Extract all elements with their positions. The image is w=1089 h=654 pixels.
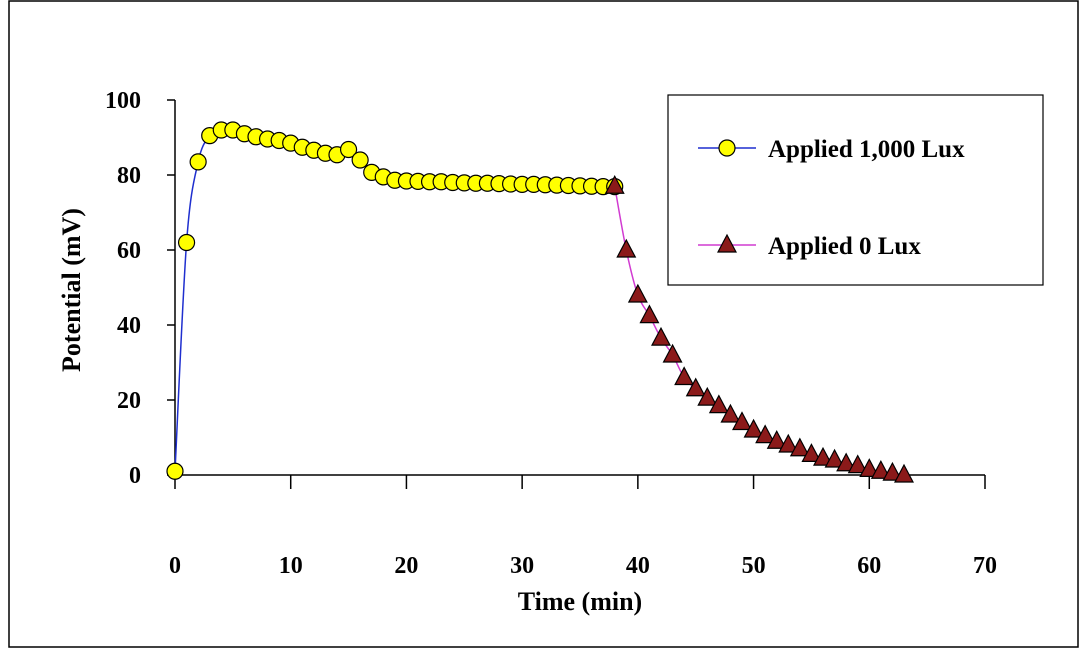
x-axis-title: Time (min) (518, 587, 642, 616)
y-tick-label: 80 (117, 163, 141, 189)
data-point-circle (166, 462, 184, 480)
data-point-triangle (627, 283, 648, 303)
y-tick-label: 60 (117, 238, 141, 264)
x-tick-label: 40 (626, 553, 650, 579)
legend-box (667, 94, 1044, 286)
legend-marker-triangle (717, 233, 737, 253)
x-tick-label: 70 (973, 553, 997, 579)
series-markers (166, 121, 914, 483)
data-point-triangle (824, 448, 845, 468)
data-point-triangle (743, 418, 764, 438)
data-point-triangle (847, 454, 868, 474)
y-tick-label: 40 (117, 313, 141, 339)
y-tick-label: 0 (129, 463, 141, 489)
data-point-circle (351, 151, 369, 169)
data-point-triangle (870, 459, 891, 479)
axes: 0 20 40 60 80 100 0 10 20 30 40 50 60 70 (105, 88, 997, 579)
data-point-triangle (766, 429, 787, 449)
data-point-triangle (778, 433, 799, 453)
data-point-triangle (801, 443, 822, 462)
data-point-triangle (697, 386, 718, 406)
data-point-triangle (882, 461, 903, 481)
y-tick-label: 20 (117, 388, 141, 414)
x-tick-label: 60 (857, 553, 881, 579)
data-point-triangle (685, 377, 706, 397)
legend-marker-circle (718, 139, 736, 157)
data-point-triangle (604, 174, 625, 194)
x-tick-label: 0 (169, 553, 181, 579)
data-point-triangle (639, 304, 660, 324)
data-point-triangle (720, 403, 741, 423)
data-point-triangle (755, 424, 776, 444)
data-point-triangle (616, 238, 637, 258)
legend: Applied 1,000 Lux Applied 0 Lux (667, 94, 1044, 286)
data-point-triangle (708, 394, 729, 414)
y-tick-label: 100 (105, 88, 141, 114)
data-point-triangle (651, 326, 671, 346)
x-tick-label: 20 (394, 553, 418, 579)
data-point-triangle (859, 458, 880, 477)
data-point-triangle (894, 463, 914, 483)
x-tick-label: 30 (510, 553, 534, 579)
x-tick-label: 50 (742, 553, 766, 579)
data-point-circle (177, 233, 196, 252)
data-point-triangle (813, 446, 833, 466)
legend-label-series-1: Applied 1,000 Lux (768, 136, 965, 163)
data-point-triangle (674, 366, 695, 386)
data-point-triangle (662, 343, 683, 363)
y-axis-title: Potential (mV) (57, 208, 86, 372)
data-point-triangle (789, 437, 810, 457)
legend-label-series-2: Applied 0 Lux (768, 233, 921, 260)
data-point-triangle (732, 411, 752, 431)
x-tick-label: 10 (279, 553, 303, 579)
data-point-triangle (836, 452, 857, 472)
data-point-circle (339, 140, 358, 159)
data-point-circle (189, 153, 207, 171)
